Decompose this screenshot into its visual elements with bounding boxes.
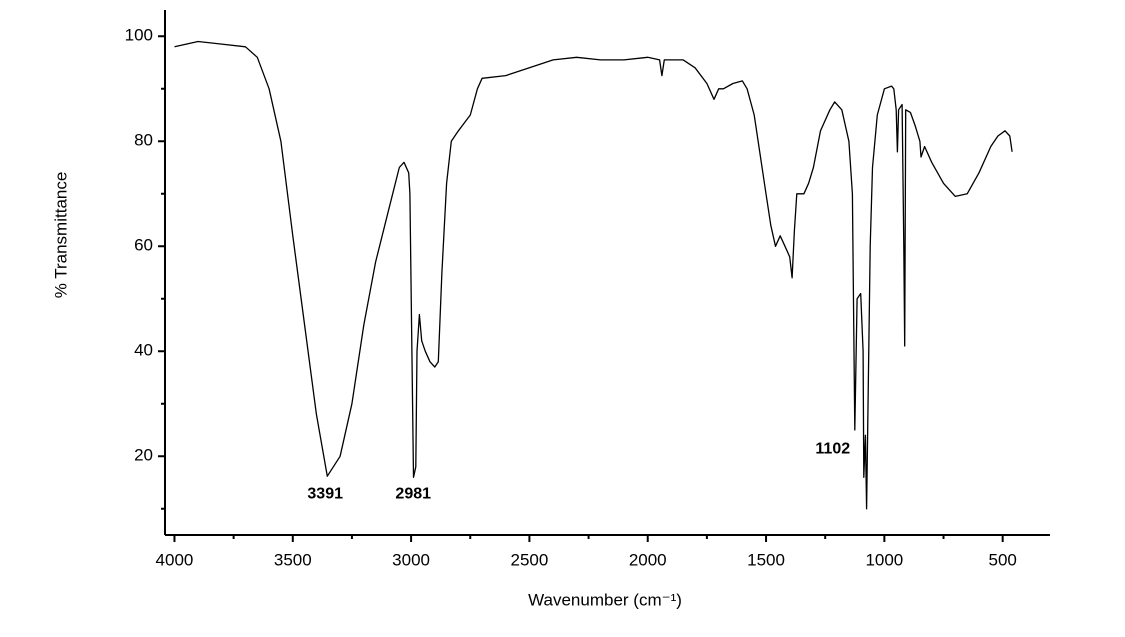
peak-label: 3391 xyxy=(307,485,343,502)
x-tick-label: 3500 xyxy=(274,550,312,569)
peak-label: 2981 xyxy=(395,485,431,502)
spectrum-line xyxy=(174,40,1013,510)
y-tick-label: 80 xyxy=(134,131,153,150)
x-tick-label: 2500 xyxy=(510,550,548,569)
x-tick-label: 1000 xyxy=(865,550,903,569)
y-tick-label: 20 xyxy=(134,446,153,465)
peak-label: 1102 xyxy=(815,441,850,458)
x-tick-label: 3000 xyxy=(392,550,430,569)
y-tick-label: 100 xyxy=(125,26,153,45)
x-axis-label: Wavenumber (cm⁻¹) xyxy=(528,590,682,609)
x-tick-label: 1500 xyxy=(747,550,785,569)
y-axis-label: % Transmittance xyxy=(51,172,70,299)
y-tick-label: 60 xyxy=(134,236,153,255)
y-tick-label: 40 xyxy=(134,341,153,360)
x-tick-label: 2000 xyxy=(629,550,667,569)
x-tick-label: 4000 xyxy=(156,550,194,569)
x-tick-label: 500 xyxy=(988,550,1016,569)
